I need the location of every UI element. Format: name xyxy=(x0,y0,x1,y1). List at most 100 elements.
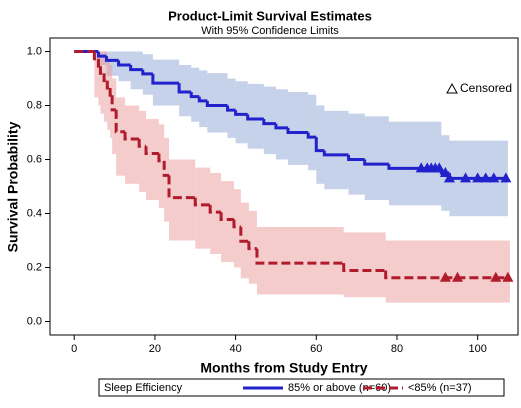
confidence-band xyxy=(94,51,99,98)
censored-mark xyxy=(439,167,451,177)
censored-mark xyxy=(451,271,463,282)
survival-step xyxy=(306,132,317,139)
survival-step xyxy=(208,204,222,214)
survival-step xyxy=(239,226,249,243)
survival-step xyxy=(117,60,131,67)
chart-subtitle: With 95% Confidence Limits xyxy=(201,25,339,37)
survival-step xyxy=(151,73,180,85)
confidence-band xyxy=(210,173,222,254)
confidence-band xyxy=(348,113,365,195)
survival-step xyxy=(141,69,153,76)
confidence-band xyxy=(112,78,117,155)
censored-mark xyxy=(502,271,514,282)
confidence-band xyxy=(385,240,510,303)
survival-step xyxy=(232,219,241,229)
survival-step xyxy=(342,263,386,272)
confidence-band xyxy=(324,110,349,190)
x-tick-label: 20 xyxy=(149,343,161,355)
x-tick-label: 80 xyxy=(391,343,403,355)
confidence-band xyxy=(364,116,389,200)
survival-step xyxy=(96,51,107,58)
survival-step xyxy=(363,159,389,166)
censored-mark xyxy=(500,172,512,183)
survival-step xyxy=(274,123,289,130)
x-tick-label: 0 xyxy=(71,343,77,355)
confidence-band xyxy=(125,105,140,184)
chart-title: Product-Limit Survival Estimates xyxy=(168,8,372,23)
confidence-band xyxy=(248,210,257,284)
y-tick-label: 0.8 xyxy=(27,99,42,111)
confidence-band xyxy=(146,119,159,200)
confidence-band xyxy=(116,97,126,176)
y-tick-label: 0.2 xyxy=(27,261,42,273)
y-axis-label: Survival Probability xyxy=(5,121,21,252)
confidence-band xyxy=(275,89,289,160)
legend-box xyxy=(98,378,505,397)
confidence-band xyxy=(207,73,228,133)
censored-marks xyxy=(415,162,514,282)
survival-step xyxy=(137,138,147,148)
survival-step xyxy=(255,248,344,265)
y-tick-label: 0.0 xyxy=(27,315,42,327)
survival-step xyxy=(167,175,196,200)
survival-step xyxy=(384,270,510,280)
survival-step xyxy=(102,73,108,83)
survival-step xyxy=(162,160,170,177)
x-tick-label: 100 xyxy=(468,343,486,355)
confidence-band xyxy=(139,110,147,192)
confidence-band xyxy=(195,167,211,249)
confidence-band xyxy=(158,124,165,209)
survival-step xyxy=(92,51,99,61)
censored-mark xyxy=(443,172,455,183)
confidence-band xyxy=(343,232,386,298)
survival-step xyxy=(98,66,105,75)
y-tick-label: 0.4 xyxy=(27,207,42,219)
confidence-band xyxy=(316,105,325,184)
survival-step xyxy=(144,146,159,156)
survival-step xyxy=(189,92,200,99)
survival-step xyxy=(205,100,228,107)
censored-mark xyxy=(460,172,472,183)
survival-step xyxy=(262,119,276,126)
survival-step xyxy=(114,109,126,134)
censored-legend-label: Censored xyxy=(460,81,512,95)
censored-mark xyxy=(433,162,445,173)
survival-step xyxy=(123,131,140,141)
legend-label: <85% (n=37) xyxy=(408,382,472,394)
survival-step xyxy=(286,127,309,134)
confidence-band xyxy=(235,81,248,144)
confidence-band xyxy=(98,51,101,106)
survival-step xyxy=(105,80,111,90)
confidence-band xyxy=(100,51,105,114)
y-tick-label: 1.0 xyxy=(27,45,42,57)
confidence-band xyxy=(308,94,317,171)
confidence-band xyxy=(388,121,442,206)
confidence-band xyxy=(288,92,309,165)
legend-label: 85% or above (n=60) xyxy=(288,382,391,394)
confidence-band xyxy=(227,78,236,138)
survival-step xyxy=(197,96,208,103)
survival-step xyxy=(104,56,119,62)
confidence-band xyxy=(233,189,241,268)
confidence-band xyxy=(104,51,108,122)
x-axis-label: Months from Study Entry xyxy=(200,360,367,376)
plot-frame xyxy=(49,37,519,336)
curves xyxy=(74,50,510,280)
survival-step xyxy=(247,241,257,251)
confidence-band xyxy=(263,86,276,155)
survival-step xyxy=(322,150,349,157)
confidence-band xyxy=(191,67,200,122)
survival-step xyxy=(314,137,325,153)
survival-step xyxy=(157,153,165,163)
x-tick-label: 40 xyxy=(229,343,241,355)
survival-step xyxy=(246,114,264,121)
censored-legend-symbol xyxy=(446,82,458,94)
censored-mark xyxy=(439,271,451,282)
y-tick-label: 0.6 xyxy=(27,153,42,165)
survival-step xyxy=(129,65,143,72)
x-tick-label: 60 xyxy=(310,343,322,355)
survival-step xyxy=(219,212,234,221)
confidence-band xyxy=(164,137,170,222)
survival-step xyxy=(177,83,192,94)
